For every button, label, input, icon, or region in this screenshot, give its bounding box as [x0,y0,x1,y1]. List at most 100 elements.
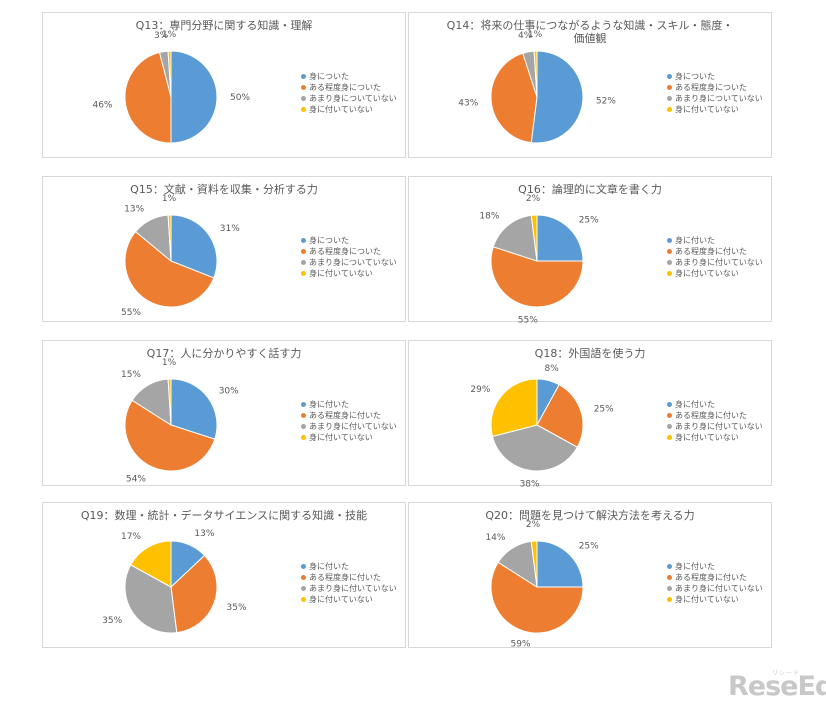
pie-chart: 52% 43% 4%1% [458,30,616,144]
legend-marker [301,249,306,254]
legend: 身に付いた ある程度身に付いた あまり身に付いていない 身に付いていない [301,399,397,443]
chart-title: Q13：専門分野に関する知識・理解 [135,19,313,32]
legend-marker [667,74,672,79]
legend-label: ある程度身に付いた [309,411,381,420]
legend-marker [667,597,672,602]
pie-chart: 50% 46% 3%1% [92,30,250,144]
legend-item: ある程度身についた [667,82,763,93]
legend-label: あまり身に付いていない [309,584,397,593]
data-label: 13% [124,204,144,214]
chart-title: Q19：数理・統計・データサイエンスに関する知識・技能 [80,509,368,522]
data-label: 55% [518,315,538,325]
legend-label: ある程度身に付いた [675,573,747,582]
legend-label: あまり身に付いていない [675,258,763,267]
pie-slice [530,214,538,262]
legend: 身についた ある程度身についた あまり身についていない 身に付いていない [301,71,397,115]
legend-item: あまり身に付いていない [667,421,763,432]
reseed-logo: リシード ReseEd [728,670,826,704]
pie-slice [170,50,218,144]
legend: 身についた ある程度身についた あまり身についていない 身に付いていない [301,235,397,279]
legend-marker [667,96,672,101]
pie-chart: 31% 55% 13% 1% [121,194,240,318]
legend-item: ある程度身に付いた [301,410,397,421]
data-label: 35% [102,616,122,626]
data-label: 54% [126,474,146,484]
chart-panel: Q19：数理・統計・データサイエンスに関する知識・技能 13% 35% 35% 17% 身… [42,502,406,648]
chart-title: Q18：外国語を使う力 [534,347,646,360]
legend-marker [301,435,306,440]
pie-slice [533,50,538,98]
pie-slice [124,230,215,308]
legend-marker [667,402,672,407]
pie-chart: 25% 59% 14% 2% [485,520,599,650]
chart-title: Q17：人に分かりやすく話す力 [146,347,302,360]
legend-label: 身に付いていない [309,595,373,604]
legend-label: 身についた [309,72,349,81]
pie-slice [490,52,538,144]
data-label: 2% [526,194,541,204]
legend-item: ある程度身に付いた [667,572,763,583]
legend-marker [667,85,672,90]
data-label: 1% [162,30,177,40]
legend-label: 身に付いていない [675,105,739,114]
legend-item: あまり身についていない [301,93,397,104]
legend-marker [301,586,306,591]
legend-marker [667,271,672,276]
legend-label: 身に付いた [675,562,715,571]
legend-marker [301,564,306,569]
legend-marker [667,107,672,112]
legend-label: あまり身に付いていない [675,422,763,431]
pie-slice [530,50,584,144]
legend-item: 身についた [301,71,397,82]
data-label: 1% [162,358,177,368]
pie-slice [170,214,218,279]
chart-panel: Q13：専門分野に関する知識・理解 50% 46% 3% 1% 身についた ある程度身につい… [42,12,406,158]
chart-panel: Q18：外国語を使う力 8% 25% 38% 29% 身に付いた ある程度身に付いた あまり身… [408,340,772,490]
legend-item: 身に付いていない [301,594,397,605]
legend-item: 身に付いていない [667,432,763,443]
pie-slice [491,424,578,472]
legend-item: 身に付いていない [667,268,763,279]
pie-slice [536,214,584,262]
data-label: 3% [154,31,169,41]
legend-label: 身に付いていない [675,269,739,278]
logo-text: ReseEd [728,671,826,702]
legend-label: 身に付いていない [675,433,739,442]
pie-slice [170,554,218,634]
data-label: 2% [526,520,541,530]
legend-item: ある程度身についた [301,246,397,257]
legend-marker [667,238,672,243]
pie-slice [124,564,178,634]
logo-small-text: リシード [772,670,801,677]
legend-item: ある程度身についた [301,82,397,93]
legend-item: 身に付いた [667,235,763,246]
legend-marker [301,597,306,602]
legend-label: あまり身に付いていない [675,584,763,593]
data-label: 35% [227,603,247,613]
chart-panel: Q20：問題を見つけて解決方法を考える力 25% 59% 14% 2% 身に付いた ある程度… [408,502,772,650]
legend-marker [667,435,672,440]
legend-item: 身に付いていない [301,268,397,279]
legend-marker [667,424,672,429]
legend-item: あまり身に付いていない [667,257,763,268]
data-label: 31% [220,224,240,234]
legend-label: ある程度身についた [675,83,747,92]
pie-chart: 30% 54% 15% 1% [121,358,239,484]
legend-marker [301,96,306,101]
legend-item: ある程度身に付いた [667,410,763,421]
legend-label: 身に付いた [675,236,715,245]
legend-marker [301,260,306,265]
legend-marker [301,402,306,407]
legend-item: 身についた [301,235,397,246]
chart-title: Q15：文献・資料を収集・分析する力 [130,183,318,196]
legend-label: あまり身についていない [309,94,397,103]
data-label: 59% [510,640,530,650]
legend-item: あまり身についていない [301,257,397,268]
legend-label: 身に付いていない [309,269,373,278]
data-label: 25% [579,541,599,551]
legend-item: あまり身に付いていない [667,583,763,594]
data-label: 52% [596,97,616,107]
legend-label: ある程度身に付いた [675,411,747,420]
data-label: 1% [528,30,543,40]
pie-slice [536,384,584,448]
